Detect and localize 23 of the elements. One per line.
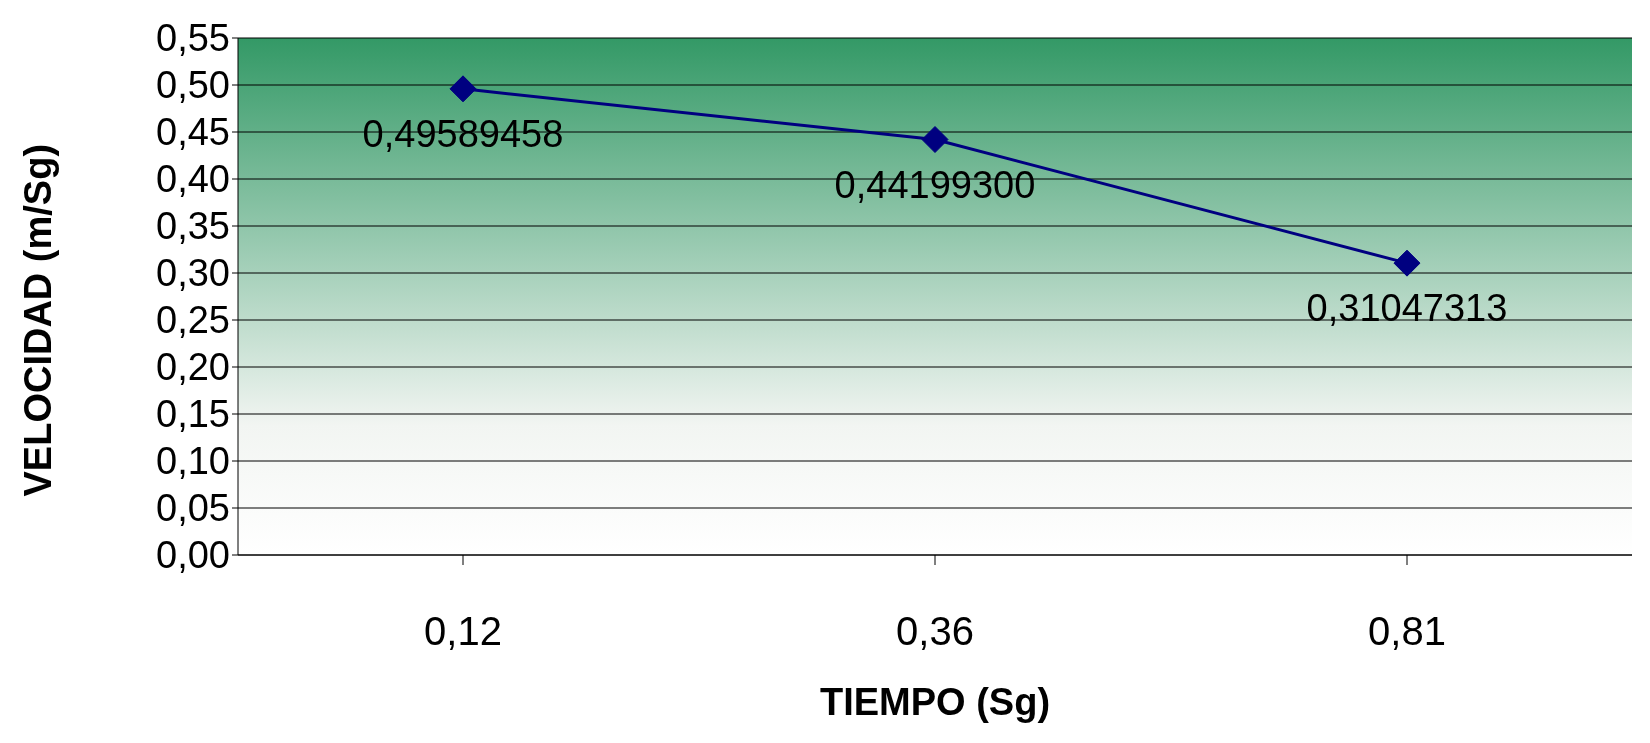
y-tick-label: 0,20: [156, 346, 230, 389]
x-tick-label: 0,36: [896, 609, 974, 654]
y-axis-title: VELOCIDAD (m/Sg): [17, 143, 60, 497]
y-tick-label: 0,10: [156, 440, 230, 483]
point: [449, 75, 477, 103]
y-tick-label: 0,35: [156, 205, 230, 248]
y-tick-label: 0,00: [156, 534, 230, 577]
data-label: 0,44199300: [834, 163, 1036, 206]
x-tick-label: 0,12: [424, 609, 502, 654]
data-label: 0,31047313: [1306, 287, 1508, 330]
y-tick-label: 0,50: [156, 64, 230, 107]
y-tick-label: 0,25: [156, 299, 230, 342]
point: [921, 126, 949, 154]
y-tick-label: 0,45: [156, 111, 230, 154]
y-tick-label: 0,55: [156, 17, 230, 60]
y-tick-label: 0,40: [156, 158, 230, 201]
y-tick-label: 0,30: [156, 252, 230, 295]
y-tick-label: 0,15: [156, 393, 230, 436]
x-tick-label: 0,81: [1368, 609, 1446, 654]
x-axis-title: TIEMPO (Sg): [819, 681, 1051, 723]
y-tick-label: 0,05: [156, 487, 230, 530]
point: [1393, 249, 1421, 277]
data-label: 0,49589458: [362, 112, 564, 155]
